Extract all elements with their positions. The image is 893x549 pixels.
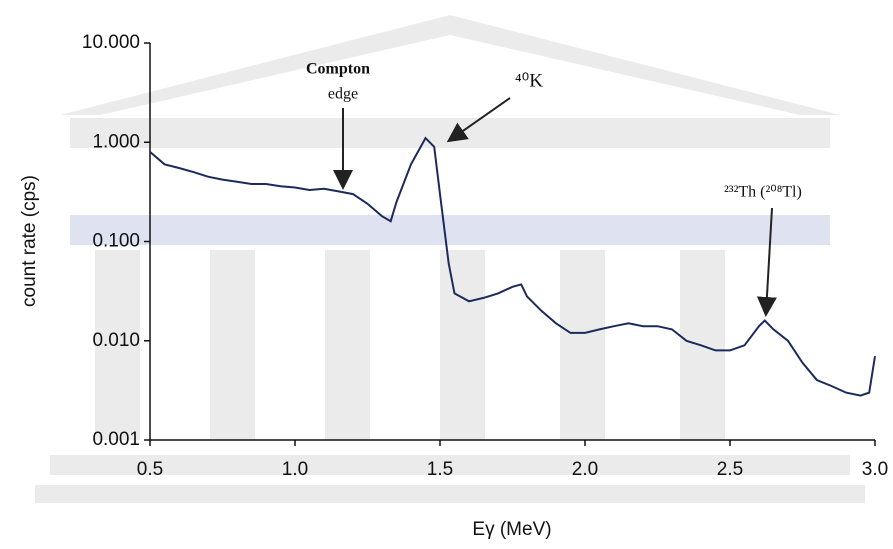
y-tick-label: 0.001 [92,429,140,450]
y-tick-label: 1.000 [92,131,140,152]
annotation: ²³²Th (²⁰⁸Tl) [724,184,802,201]
chart: count rate (cps) Eγ (MeV) Compton edge ⁴… [0,0,893,549]
x-tick-label: 1.0 [282,459,308,480]
y-tick-label: 10.000 [82,32,140,53]
x-tick-label: 2.0 [572,459,598,480]
x-tick-label: 0.5 [137,459,163,480]
data-line [150,138,875,396]
annotation: edge [328,86,358,103]
annotation: Compton [306,61,370,78]
x-axis-label: Eγ (MeV) [472,519,551,540]
annotation: ⁴⁰K [515,70,543,91]
x-tick-label: 2.5 [717,459,743,480]
x-tick-label: 3.0 [862,459,888,480]
y-tick-label: 0.100 [92,231,140,252]
watermark [35,15,865,503]
y-axis-label: count rate (cps) [19,175,40,307]
x-tick-label: 1.5 [427,459,453,480]
y-tick-label: 0.010 [92,330,140,351]
